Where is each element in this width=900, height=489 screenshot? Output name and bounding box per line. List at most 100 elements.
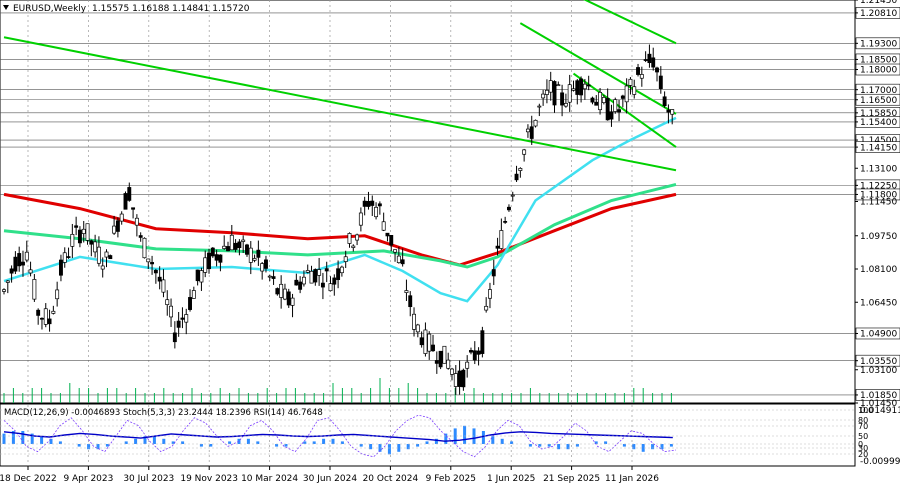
trend-line <box>583 0 677 45</box>
macd-bar <box>641 444 645 452</box>
candle-body <box>374 206 379 218</box>
indicator-level-label: 0 <box>858 440 863 449</box>
candle-body <box>442 345 447 364</box>
candle-body <box>294 279 299 286</box>
candle-body <box>305 270 310 273</box>
candle-body <box>609 111 614 120</box>
candle-body <box>301 276 306 285</box>
candle-body <box>2 289 6 292</box>
candle-body <box>336 268 341 280</box>
candle-body <box>632 86 637 95</box>
macd-bar <box>77 444 81 447</box>
price-tick-label: 1.04900 <box>860 330 897 340</box>
candle-body <box>108 255 113 260</box>
time-tick-label: 21 Sep 2025 <box>543 474 600 484</box>
price-tick-label: 1.14500 <box>860 136 897 146</box>
macd-bar <box>331 438 335 444</box>
candle-body <box>525 128 530 133</box>
candle-body <box>548 80 553 93</box>
price-tick-label: 1.11450 <box>860 198 897 208</box>
price-tick-label: 1.01850 <box>860 391 897 401</box>
candle-body <box>400 259 405 265</box>
price-tick-label: 1.13100 <box>860 164 897 174</box>
indicator-header: MACD(12,26,9) -0.0046893 Stoch(5,3,3) 23… <box>4 408 323 418</box>
candle-body <box>104 251 109 258</box>
macd-bar <box>406 444 410 450</box>
candle-body <box>647 53 652 64</box>
candle-body <box>172 332 177 343</box>
candle-body <box>241 239 246 242</box>
macd-bar <box>134 438 138 444</box>
macd-bar <box>397 444 401 452</box>
macd-bar <box>181 441 185 444</box>
indicator-level-label: 70 <box>858 422 868 431</box>
candle-body <box>370 200 375 206</box>
time-tick-label: 18 Dec 2022 <box>0 474 57 484</box>
candle-body <box>207 252 211 270</box>
candle-body <box>275 288 280 295</box>
candle-body <box>522 149 527 155</box>
macd-bar <box>632 444 636 450</box>
candle-body <box>51 310 56 314</box>
candle-body <box>100 265 105 270</box>
macd-bar <box>105 444 109 447</box>
macd-bar <box>58 441 62 444</box>
candle-body <box>620 95 625 99</box>
candle-body <box>506 206 511 211</box>
macd-bar <box>622 444 626 447</box>
candle-body <box>282 288 287 300</box>
price-tick-label: 1.06450 <box>860 298 897 308</box>
candle-body <box>77 229 82 244</box>
candle-body <box>260 263 265 272</box>
candle-body <box>252 258 257 261</box>
candle-body <box>419 337 424 346</box>
candle-body <box>180 317 185 320</box>
candle-body <box>598 91 603 111</box>
candle-body <box>351 245 356 248</box>
macd-bar <box>491 436 495 444</box>
candlesticks <box>2 44 675 395</box>
candle-body <box>377 203 382 207</box>
candle-body <box>199 270 204 283</box>
candle-body <box>571 88 576 91</box>
price-tick-label: 1.21450 <box>860 0 897 6</box>
indicator-pane <box>0 403 856 467</box>
time-axis: 18 Dec 2022 9 Apr 2023 30 Jul 2023 19 Nov 2… <box>0 466 659 484</box>
candle-body <box>298 281 303 290</box>
candle-body <box>427 333 432 352</box>
candle-body <box>9 268 14 274</box>
macd-bar <box>246 438 250 444</box>
candle-body <box>480 330 485 354</box>
candle-body <box>62 252 67 263</box>
dropdown-triangle-icon[interactable] <box>3 5 9 10</box>
price-tick-label: 1.11800 <box>860 191 897 201</box>
candle-body <box>85 223 90 241</box>
candle-body <box>636 67 640 75</box>
candle-body <box>47 318 52 325</box>
candle-body <box>210 247 215 257</box>
macd-bar <box>11 431 15 444</box>
candle-body <box>465 361 470 369</box>
macd-bar <box>40 436 44 444</box>
price-tick-label: 1.16500 <box>860 96 897 106</box>
candle-body <box>423 329 428 354</box>
macd-bar <box>209 444 213 447</box>
candle-body <box>89 240 94 245</box>
macd-bar <box>21 431 25 444</box>
candle-body <box>450 368 454 375</box>
time-tick-label: 30 Jun 2024 <box>303 474 357 484</box>
candle-body <box>218 254 223 263</box>
indicator-level-label: 80 <box>858 416 868 425</box>
candle-body <box>655 67 659 73</box>
candle-body <box>81 228 86 234</box>
candle-body <box>233 242 238 250</box>
candle-body <box>324 268 329 272</box>
candle-body <box>563 102 568 107</box>
candle-body <box>127 187 132 201</box>
candle-body <box>96 246 101 264</box>
macd-bar <box>604 441 608 444</box>
rsi-line <box>3 431 673 442</box>
candle-body <box>138 235 143 238</box>
volume-histogram <box>3 378 672 403</box>
